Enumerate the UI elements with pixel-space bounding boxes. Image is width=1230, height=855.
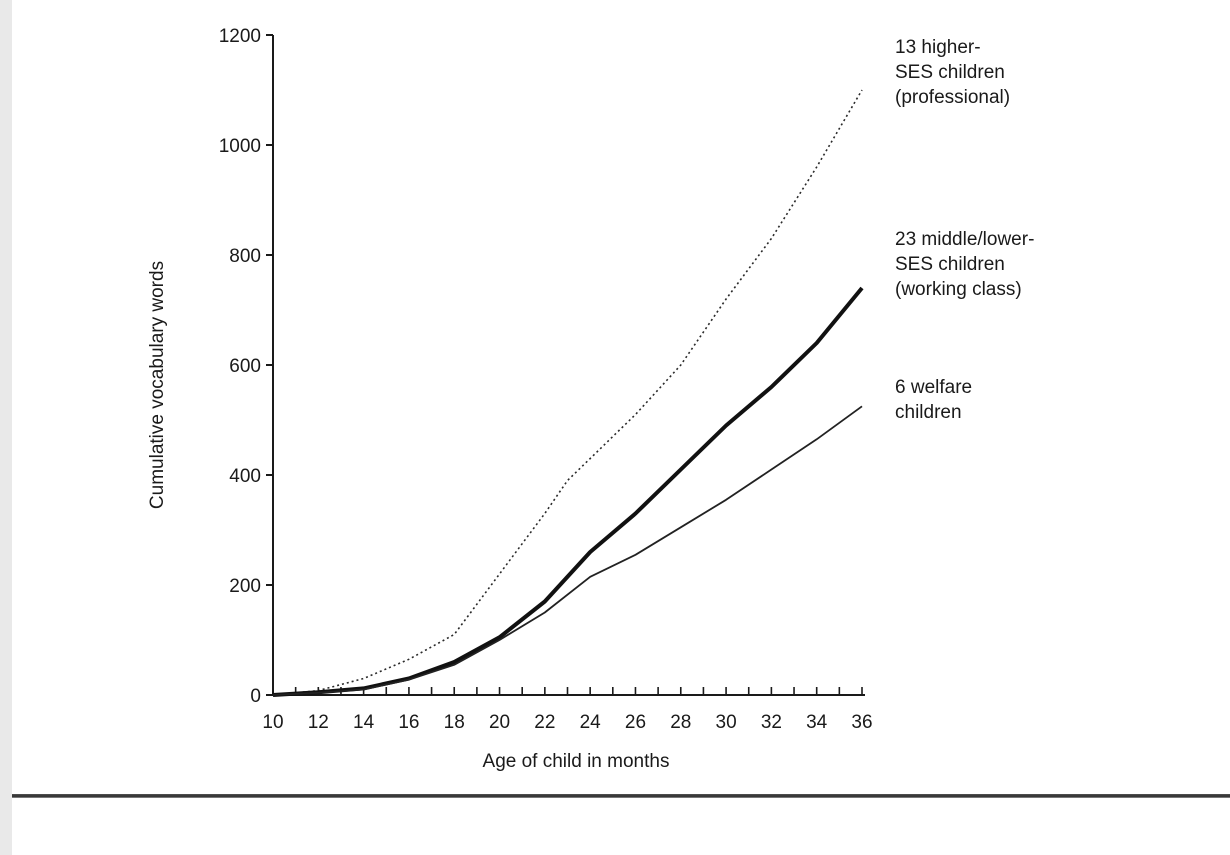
x-tick-label: 32	[761, 712, 782, 733]
y-ticks: 0 200 400 600 800 1000 1200	[219, 26, 273, 707]
series-line-2	[272, 286, 864, 697]
x-tick-label: 18	[444, 712, 465, 733]
x-tick-label: 10	[262, 712, 283, 733]
y-tick-label: 400	[229, 466, 261, 487]
y-axis: 0 200 400 600 800 1000 1200 Cumulative vocabul…	[147, 26, 274, 707]
series-line-1	[272, 89, 863, 696]
series-label-2: 23 middle/lower-	[895, 229, 1034, 250]
series-label-3: 6 welfare	[895, 377, 972, 398]
series-label-3: children	[895, 402, 962, 423]
y-tick-label: 200	[229, 576, 261, 597]
y-tick-label: 1000	[219, 136, 261, 157]
y-axis-label: Cumulative vocabulary words	[147, 261, 168, 509]
x-axis: 10 12 14 16 18 20 22 24 26 28 30 32 34 36 Age of chil…	[262, 687, 873, 772]
series-label-2: (working class)	[895, 279, 1022, 300]
y-tick-label: 0	[250, 686, 261, 707]
x-tick-label: 24	[580, 712, 602, 733]
x-tick-label: 30	[716, 712, 737, 733]
series-labels: 13 higher- SES children (professional) 23 m…	[895, 37, 1034, 423]
y-tick-label: 1200	[219, 26, 261, 47]
x-tick-label: 26	[625, 712, 646, 733]
x-tick-label: 16	[398, 712, 419, 733]
series-label-1: 13 higher-	[895, 37, 981, 58]
x-tick-label: 22	[534, 712, 555, 733]
x-tick-label: 20	[489, 712, 510, 733]
x-tick-label: 12	[308, 712, 329, 733]
series-line-3	[272, 405, 863, 696]
bottom-rule	[12, 794, 1230, 798]
x-tick-label: 34	[806, 712, 828, 733]
x-tick-label: 28	[670, 712, 691, 733]
x-tick-label: 14	[353, 712, 375, 733]
series-label-2: SES children	[895, 254, 1005, 275]
figure-panel	[12, 0, 1230, 795]
series-label-1: (professional)	[895, 87, 1010, 108]
series-layer	[272, 89, 864, 697]
x-ticks: 10 12 14 16 18 20 22 24 26 28 30 32 34 36	[262, 687, 873, 733]
x-axis-label: Age of child in months	[483, 751, 670, 772]
bottom-band	[12, 798, 1230, 855]
y-tick-label: 600	[229, 356, 261, 377]
x-tick-label: 36	[851, 712, 872, 733]
y-tick-label: 800	[229, 246, 261, 267]
series-label-1: SES children	[895, 62, 1005, 83]
